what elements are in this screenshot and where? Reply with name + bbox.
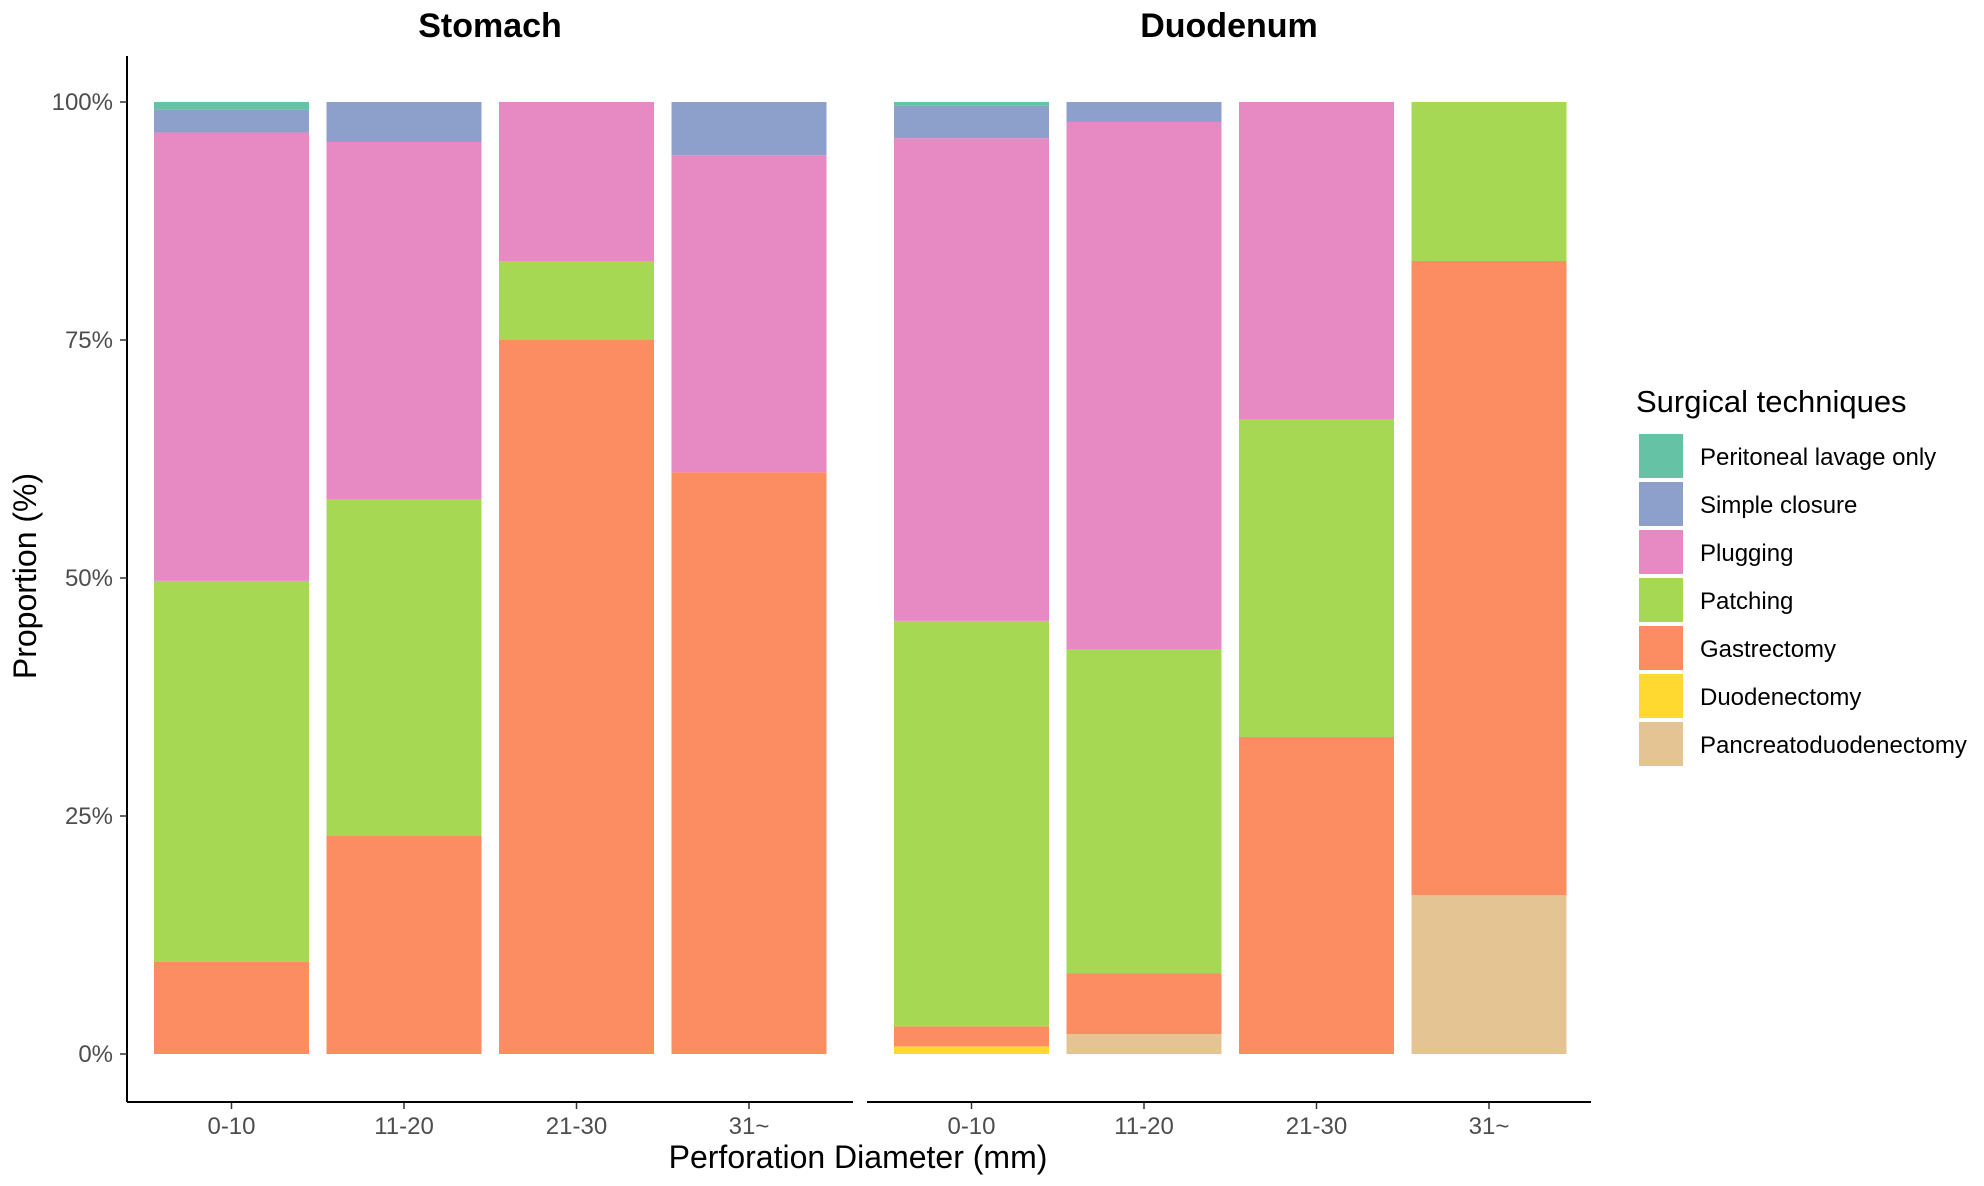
y-axis: 0% 25% 50% 75% 100% <box>52 56 128 1102</box>
bar-0-10 <box>154 102 309 1054</box>
x-tick-label: 21-30 <box>1286 1113 1347 1140</box>
bar-31~ <box>671 102 827 1054</box>
bar-segment-pancreatoduodenectomy <box>1411 895 1567 1054</box>
bar-segment-simple-closure <box>326 102 482 142</box>
legend-entry: Pancreatoduodenectomy <box>1639 722 1967 766</box>
facet-title: Stomach <box>418 7 562 45</box>
bar-21-30 <box>1239 102 1394 1054</box>
legend-title: Surgical techniques <box>1636 384 1907 419</box>
bar-segment-simple-closure <box>1066 102 1222 122</box>
legend-label: Gastrectomy <box>1700 636 1836 663</box>
bar-segment-peritoneal-lavage-only <box>154 102 309 110</box>
y-tick-label: 75% <box>65 327 113 354</box>
x-tick-label: 31~ <box>729 1113 770 1140</box>
bar-segment-patching <box>1239 419 1394 737</box>
legend-entry: Patching <box>1639 578 1793 622</box>
bar-segment-plugging <box>1239 102 1394 420</box>
y-tick-label: 100% <box>52 89 113 116</box>
y-tick-label: 25% <box>65 803 113 830</box>
y-axis-title: Proportion (%) <box>7 473 43 679</box>
bar-segment-simple-closure <box>894 105 1049 139</box>
bar-11-20 <box>1066 102 1222 1054</box>
x-tick-label: 0-10 <box>207 1113 255 1140</box>
y-tick-label: 0% <box>78 1041 113 1068</box>
bar-segment-simple-closure <box>154 109 309 133</box>
x-tick-label: 11-20 <box>374 1113 434 1140</box>
legend-swatch <box>1639 626 1683 670</box>
y-tick-label: 50% <box>65 565 113 592</box>
bar-segment-plugging <box>499 102 654 261</box>
bar-21-30 <box>499 102 654 1054</box>
bar-segment-pancreatoduodenectomy <box>1066 1034 1222 1054</box>
bar-segment-duodenectomy <box>894 1046 1049 1054</box>
legend-entries: Peritoneal lavage only Simple closure Plug… <box>1639 434 1967 766</box>
bar-segment-patching <box>894 620 1049 1027</box>
legend-entry: Peritoneal lavage only <box>1639 434 1936 478</box>
bar-segment-gastrectomy <box>1411 260 1567 896</box>
bar-11-20 <box>326 102 482 1054</box>
bar-segment-gastrectomy <box>671 472 827 1054</box>
x-tick-label: 0-10 <box>947 1113 995 1140</box>
facet-panels: Stomach 0-10 11-20 21-30 31~ Duodenum 0-10 11-2… <box>127 7 1591 1140</box>
bar-segment-patching <box>499 260 654 340</box>
bar-segment-patching <box>326 498 482 836</box>
bar-31~ <box>1411 102 1567 1054</box>
x-tick-label: 11-20 <box>1114 1113 1174 1140</box>
legend-swatch <box>1639 434 1683 478</box>
bar-segment-gastrectomy <box>1066 973 1222 1035</box>
x-axis-title: Perforation Diameter (mm) <box>669 1139 1048 1175</box>
bar-segment-patching <box>154 580 309 962</box>
bar-segment-plugging <box>671 155 827 473</box>
legend-entry: Duodenectomy <box>1639 674 1861 718</box>
bar-segment-peritoneal-lavage-only <box>894 102 1049 106</box>
legend-swatch <box>1639 530 1683 574</box>
bar-segment-patching <box>1066 649 1222 974</box>
legend-swatch <box>1639 674 1683 718</box>
bar-segment-plugging <box>894 138 1049 621</box>
legend-label: Pancreatoduodenectomy <box>1700 732 1967 759</box>
x-tick-label: 31~ <box>1469 1113 1510 1140</box>
bar-segment-gastrectomy <box>154 961 309 1054</box>
legend-swatch <box>1639 722 1683 766</box>
legend-entry: Simple closure <box>1639 482 1857 526</box>
bar-segment-plugging <box>154 132 309 581</box>
legend: Surgical techniques Peritoneal lavage on… <box>1636 384 1967 766</box>
legend-swatch <box>1639 482 1683 526</box>
legend-label: Plugging <box>1700 540 1793 567</box>
bar-0-10 <box>894 102 1049 1054</box>
legend-label: Patching <box>1700 588 1793 615</box>
facet-duodenum: Duodenum 0-10 11-20 21-30 31~ <box>867 7 1591 1140</box>
bar-segment-gastrectomy <box>894 1026 1049 1047</box>
bar-segment-plugging <box>1066 121 1222 650</box>
legend-label: Duodenectomy <box>1700 684 1861 711</box>
legend-swatch <box>1639 578 1683 622</box>
bar-segment-plugging <box>326 141 482 499</box>
bar-segment-simple-closure <box>671 102 827 156</box>
bar-segment-gastrectomy <box>1239 736 1394 1054</box>
legend-entry: Plugging <box>1639 530 1793 574</box>
legend-label: Peritoneal lavage only <box>1700 444 1936 471</box>
bar-segment-gastrectomy <box>499 340 654 1054</box>
legend-label: Simple closure <box>1700 492 1857 519</box>
facet-stomach: Stomach 0-10 11-20 21-30 31~ <box>127 7 853 1140</box>
x-tick-label: 21-30 <box>546 1113 607 1140</box>
legend-entry: Gastrectomy <box>1639 626 1836 670</box>
bar-segment-gastrectomy <box>326 835 482 1054</box>
bar-segment-patching <box>1411 102 1567 261</box>
facet-title: Duodenum <box>1140 7 1318 45</box>
